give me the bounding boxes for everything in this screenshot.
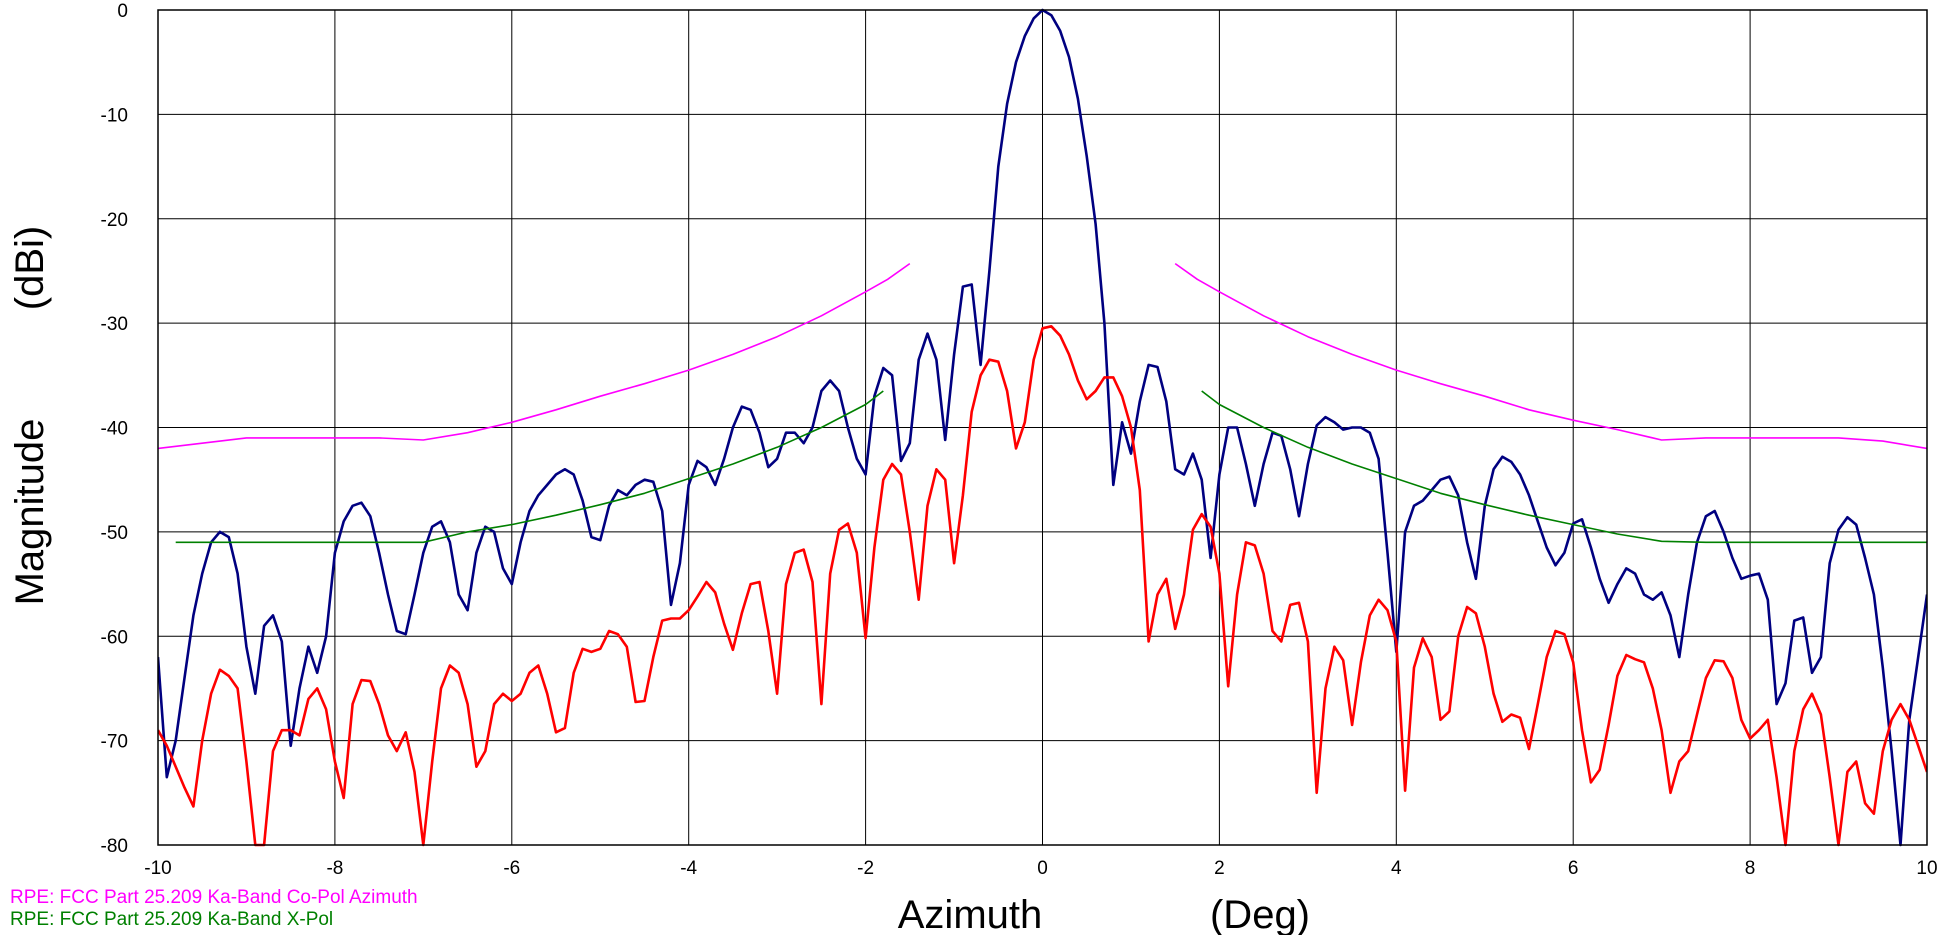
series-line-2 — [158, 262, 911, 450]
series-line-3 — [1174, 262, 1927, 450]
y-axis-title-magnitude: Magnitude — [8, 419, 52, 606]
legend-entry-x-pol: RPE: FCC Part 25.209 Ka-Band X-Pol — [10, 909, 333, 930]
grid — [157, 9, 1928, 846]
plot-border — [157, 9, 1928, 846]
x-tick-label: 6 — [1568, 858, 1579, 879]
x-tick-label: 8 — [1745, 858, 1756, 879]
y-tick-labels: 0 -10 -20 -30 -40 -50 -60 -70 -80 — [101, 1, 128, 857]
x-axis-title-azimuth: Azimuth — [898, 893, 1043, 935]
x-tick-label: 0 — [1037, 858, 1048, 879]
y-tick-label: -10 — [101, 105, 128, 126]
legend-entry-co-pol: RPE: FCC Part 25.209 Ka-Band Co-Pol Azim… — [10, 887, 418, 908]
x-tick-labels: -10 -8 -6 -4 -2 0 2 4 6 8 10 — [144, 858, 1937, 879]
series-line-4 — [175, 390, 884, 544]
x-tick-label: 4 — [1391, 858, 1402, 879]
x-tick-label: -2 — [857, 858, 874, 879]
plot-frame — [157, 9, 1928, 846]
y-tick-label: -40 — [101, 419, 128, 440]
y-axis-title-unit: (dBi) — [8, 226, 52, 310]
x-axis-title-unit: (Deg) — [1210, 893, 1310, 935]
x-tick-label: -10 — [144, 858, 171, 879]
y-tick-label: -30 — [101, 314, 128, 335]
series-line-1 — [158, 325, 1927, 847]
series-line-5 — [1201, 390, 1927, 544]
y-tick-label: -80 — [101, 836, 128, 857]
y-tick-label: -20 — [101, 210, 128, 231]
x-tick-label: 2 — [1214, 858, 1225, 879]
x-tick-label: -6 — [503, 858, 520, 879]
x-tick-label: -4 — [680, 858, 697, 879]
y-tick-label: -70 — [101, 732, 128, 753]
y-tick-label: -60 — [101, 627, 128, 648]
y-tick-label: 0 — [117, 1, 128, 22]
x-tick-label: 10 — [1916, 858, 1937, 879]
y-tick-label: -50 — [101, 523, 128, 544]
x-tick-label: -8 — [326, 858, 343, 879]
